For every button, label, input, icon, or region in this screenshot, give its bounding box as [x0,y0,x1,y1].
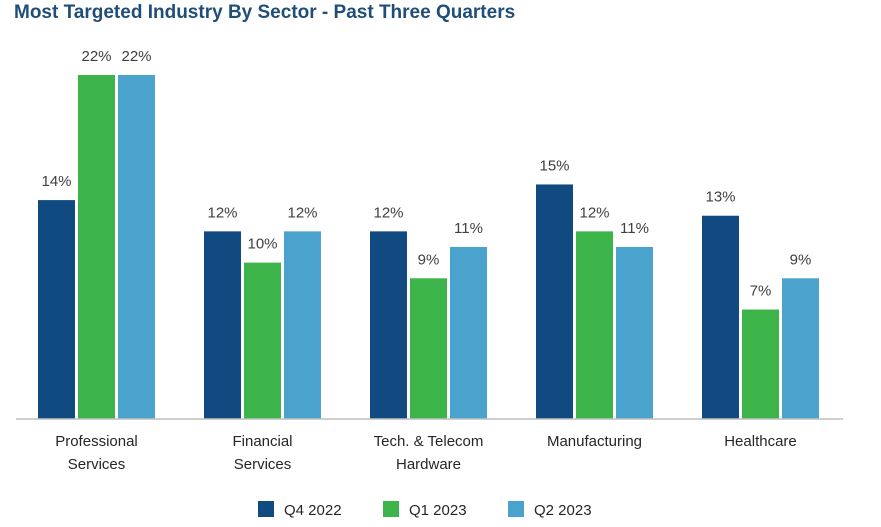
category-label: Manufacturing [547,433,642,450]
category-label: Services [68,456,126,473]
data-label: 10% [247,236,277,253]
bar [38,200,75,419]
legend-swatch [258,501,274,517]
bar [702,215,739,419]
data-label: 12% [373,204,403,221]
bar [742,309,779,419]
value-labels-layer: 14% 22% 22% 12% 10% 12% 12% 9% 11% 15% 12% 11% 13% 7%… [41,48,811,300]
bar [410,278,447,419]
bar [450,247,487,419]
category-label: Financial [232,433,292,450]
data-label: 12% [579,204,609,221]
data-label: 22% [121,48,151,65]
bar [782,278,819,419]
category-label: Professional [55,433,138,450]
data-label: 7% [750,283,772,300]
legend-label: Q4 2022 [284,502,342,519]
category-label: Services [234,456,292,473]
category-label: Tech. & Telecom [374,433,484,450]
data-label: 9% [418,251,440,268]
data-label: 11% [620,220,649,237]
bar [370,231,407,419]
bar [576,231,613,419]
bars-layer [38,75,819,419]
bar [118,75,155,419]
data-label: 22% [81,48,111,65]
data-label: 14% [41,173,71,190]
data-label: 15% [539,157,569,174]
bar [284,231,321,419]
category-labels-layer: Professional Services Financial Services Tec… [55,433,797,473]
bar [78,75,115,419]
legend: Q4 2022 Q1 2023 Q2 2023 [258,501,592,519]
legend-swatch [383,501,399,517]
category-label: Healthcare [724,433,797,450]
data-label: 11% [454,220,483,237]
bar [616,247,653,419]
legend-label: Q1 2023 [409,502,467,519]
data-label: 12% [287,204,317,221]
legend-swatch [508,501,524,517]
bar [244,262,281,419]
bar [536,184,573,419]
bar [204,231,241,419]
data-label: 13% [705,189,735,206]
legend-label: Q2 2023 [534,502,592,519]
data-label: 12% [207,204,237,221]
data-label: 9% [790,251,812,268]
category-label: Hardware [396,456,461,473]
chart-title: Most Targeted Industry By Sector - Past … [14,2,516,23]
